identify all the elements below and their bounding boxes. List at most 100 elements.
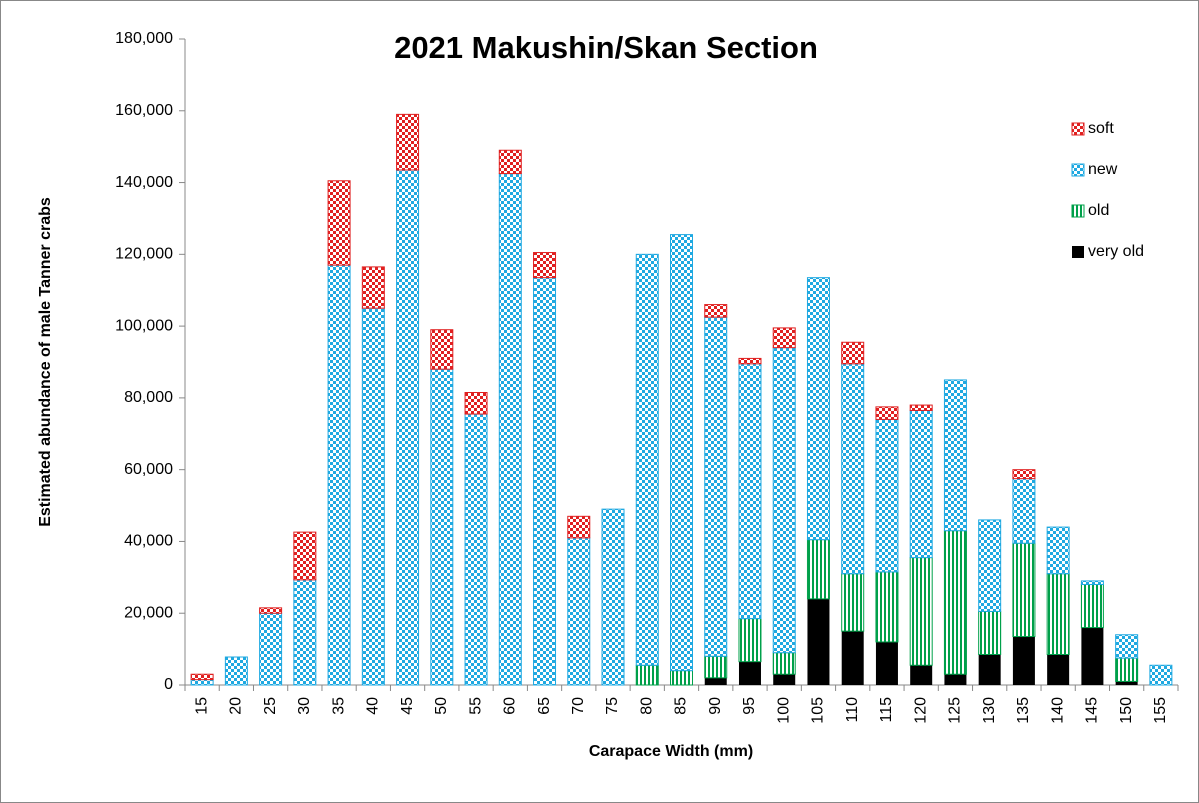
- bar-segment: [327, 180, 351, 266]
- bar-segment: [806, 277, 830, 541]
- bar-segment: [841, 631, 864, 685]
- bar-segment: [807, 598, 830, 685]
- bar-segment: [704, 655, 728, 679]
- bar-segment: [841, 341, 865, 365]
- bar-segment: [361, 266, 385, 309]
- bar-segment: [1046, 573, 1070, 655]
- x-tick-label: 145: [1084, 697, 1101, 724]
- y-tick-label: 140,000: [115, 174, 173, 191]
- y-tick-label: 100,000: [115, 317, 173, 334]
- x-tick-label: 130: [981, 697, 998, 724]
- x-tick-label: 25: [262, 697, 279, 715]
- bar-segment: [1046, 526, 1070, 575]
- bar-segment: [738, 363, 762, 620]
- bar-segment: [704, 677, 727, 685]
- bar-segment: [430, 329, 454, 370]
- x-tick-label: 100: [775, 697, 792, 724]
- x-tick-label: 30: [296, 697, 313, 715]
- bar-segment: [1047, 654, 1070, 685]
- bar-segment: [396, 169, 420, 686]
- y-tick-label: 160,000: [115, 102, 173, 119]
- legend-label: new: [1088, 161, 1118, 178]
- bar-segment: [704, 304, 728, 318]
- bar-segment: [396, 113, 420, 171]
- bar-segment: [1115, 634, 1139, 659]
- bar-segment: [909, 409, 933, 559]
- bar-segment: [293, 579, 317, 686]
- bar-segment: [841, 573, 865, 632]
- bar-segment: [498, 173, 522, 686]
- bar-segment: [738, 661, 761, 685]
- bar-segment: [533, 277, 557, 686]
- bar-segment: [773, 674, 796, 685]
- bar-segment: [670, 670, 693, 686]
- y-tick-label: 120,000: [115, 246, 173, 263]
- bar-segment: [601, 508, 625, 686]
- bar-segment: [738, 357, 762, 365]
- bar-segment: [464, 392, 488, 415]
- bar-segment: [498, 149, 522, 175]
- y-tick-label: 80,000: [124, 389, 173, 406]
- bar-segment: [1080, 580, 1104, 586]
- chart-title: 2021 Makushin/Skan Section: [394, 30, 818, 65]
- bar-segment: [567, 537, 591, 686]
- bar-segment: [190, 673, 214, 681]
- bar-segment: [1115, 681, 1138, 685]
- y-tick-label: 20,000: [124, 604, 173, 621]
- x-tick-label: 45: [399, 697, 416, 715]
- x-tick-label: 150: [1118, 697, 1135, 724]
- bar-segment: [909, 404, 933, 411]
- y-tick-label: 0: [164, 676, 173, 693]
- x-tick-label: 55: [467, 697, 484, 715]
- bar-segment: [567, 515, 591, 539]
- x-tick-label: 135: [1015, 697, 1032, 724]
- x-tick-label: 90: [707, 697, 724, 715]
- bar-segment: [1012, 636, 1035, 685]
- x-tick-label: 115: [878, 697, 895, 723]
- bar-segment: [943, 379, 967, 532]
- bar-segment: [772, 347, 796, 654]
- y-tick-label: 40,000: [124, 533, 173, 550]
- bar-segment: [875, 571, 899, 643]
- bar-segment: [978, 519, 1002, 612]
- x-tick-label: 105: [810, 697, 827, 724]
- bar-segment: [875, 641, 898, 685]
- x-tick-label: 85: [673, 697, 690, 715]
- x-tick-label: 20: [228, 697, 245, 715]
- bar-segment: [361, 307, 385, 686]
- bar-segment: [841, 363, 865, 575]
- bar-segment: [259, 607, 283, 614]
- legend-label: old: [1088, 202, 1109, 219]
- bar-segment: [875, 418, 899, 573]
- bar-segment: [1012, 469, 1036, 480]
- x-tick-label: 40: [365, 697, 382, 715]
- bar-segment: [772, 652, 796, 675]
- bar-segment: [430, 368, 454, 686]
- bar-segment: [670, 234, 693, 672]
- legend-swatch: [1071, 122, 1085, 136]
- x-tick-label: 140: [1049, 697, 1066, 724]
- x-tick-label: 50: [433, 697, 450, 715]
- bar-segment: [533, 252, 557, 279]
- bar-segment: [635, 253, 659, 666]
- x-tick-label: 110: [844, 697, 861, 723]
- x-tick-label: 155: [1152, 697, 1169, 724]
- x-tick-label: 60: [502, 697, 519, 715]
- bar-segment: [327, 264, 351, 686]
- bar-segment: [909, 557, 933, 666]
- bar-segment: [635, 664, 659, 686]
- bar-segment: [704, 316, 728, 657]
- bar-segment: [259, 612, 283, 686]
- x-tick-label: 80: [638, 697, 655, 715]
- bar-segment: [944, 674, 967, 685]
- bar-segment: [943, 530, 967, 675]
- x-tick-label: 125: [947, 697, 964, 724]
- y-axis-label: Estimated abundance of male Tanner crabs: [37, 197, 54, 527]
- bar-segment: [738, 618, 762, 663]
- x-tick-label: 15: [193, 697, 210, 715]
- bar-segment: [1115, 657, 1139, 682]
- y-tick-label: 180,000: [115, 30, 173, 47]
- bar-segment: [910, 665, 933, 685]
- x-tick-label: 70: [570, 697, 587, 715]
